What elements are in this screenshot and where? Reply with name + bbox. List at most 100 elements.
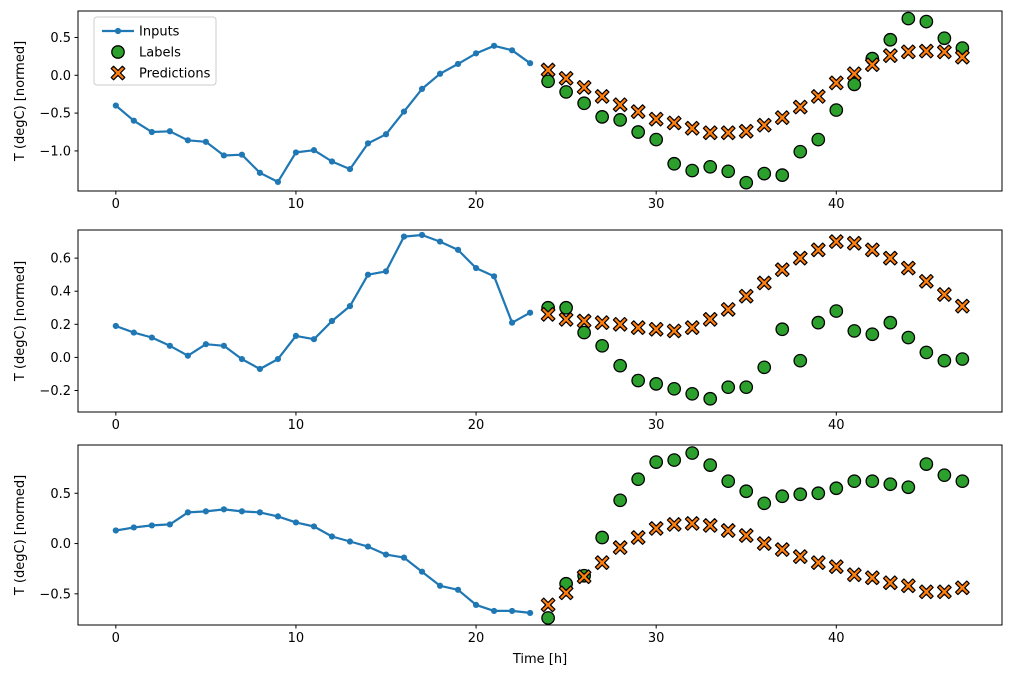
inputs-point-marker (436, 238, 444, 245)
inputs-point-marker (184, 137, 191, 144)
inputs-point-marker (400, 108, 408, 115)
inputs-point-marker (148, 522, 155, 529)
labels-point-marker (667, 156, 682, 171)
labels-point-marker (721, 380, 736, 395)
predictions-point-marker (684, 320, 700, 336)
x-tick-label: 10 (288, 631, 305, 646)
inputs-point-marker (166, 342, 173, 349)
inputs-point-marker (418, 568, 426, 575)
labels-point-marker (703, 159, 718, 174)
predictions-point-marker (612, 97, 628, 113)
labels-point-marker (793, 144, 808, 159)
inputs-point-marker (292, 332, 300, 339)
y-tick-label: 0.5 (50, 31, 71, 46)
inputs-point-marker (454, 246, 462, 253)
inputs-point-marker (202, 508, 209, 515)
predictions-point-marker (846, 235, 862, 251)
predictions-point-marker (648, 111, 664, 127)
y-tick-label: −1.0 (39, 144, 71, 159)
x-tick-label: 40 (828, 631, 845, 646)
predictions-point-marker (936, 287, 952, 302)
predictions-point-marker (558, 70, 574, 86)
inputs-point-marker (328, 533, 336, 540)
labels-point-marker (613, 358, 628, 373)
inputs-point-marker (382, 551, 390, 558)
inputs-point-marker (526, 60, 534, 67)
x-tick-label: 0 (112, 631, 120, 646)
labels-point-marker (559, 300, 573, 315)
inputs-point-marker (382, 131, 390, 138)
inputs-point-marker (148, 128, 155, 136)
inputs-point-marker (454, 60, 462, 68)
predictions-point-marker (954, 49, 970, 65)
inputs-point-marker (166, 128, 173, 135)
predictions-point-marker (648, 321, 664, 337)
y-tick-label: 0.5 (50, 487, 71, 502)
predictions-point-marker (684, 120, 700, 136)
inputs-point-marker (130, 117, 137, 124)
panel-middle: 0 10 20 30 40 0.6 0.4 0.2 0.0 −0.2 T (degC) [norme… (13, 229, 1003, 433)
predictions-point-marker (594, 89, 610, 104)
inputs-point-marker (274, 513, 282, 520)
x-tick-label: 40 (828, 418, 845, 433)
predictions-point-marker (666, 115, 682, 131)
labels-point-marker (919, 457, 934, 471)
labels-point-marker (667, 381, 682, 396)
labels-point-marker (901, 480, 916, 495)
labels-point-marker (955, 352, 970, 366)
labels-point-marker (631, 472, 646, 487)
labels-point-marker (757, 496, 772, 511)
inputs-point-marker (436, 70, 444, 77)
labels-point-marker (937, 468, 952, 483)
inputs-point-marker (112, 527, 119, 534)
x-tick-label: 10 (288, 197, 305, 212)
predictions-point-marker (612, 540, 628, 555)
y-tick-label: −0.5 (39, 107, 71, 122)
inputs-point-marker (292, 149, 300, 156)
predictions-point-marker (918, 43, 934, 59)
predictions-point-marker (630, 530, 646, 545)
labels-point-marker (793, 353, 808, 368)
predictions-point-marker (774, 542, 790, 557)
y-tick-label: 0.0 (50, 69, 71, 84)
labels-point-marker (811, 132, 826, 147)
inputs-point-marker (184, 352, 191, 359)
legend-labels-circle-icon (111, 45, 125, 59)
y-axis-label: T (degC) [normed] (13, 261, 28, 382)
predictions-point-marker (576, 569, 592, 585)
inputs-point-marker (328, 317, 336, 325)
labels-point-marker (937, 353, 952, 368)
predictions-point-marker (828, 234, 844, 249)
inputs-point-marker (400, 233, 408, 240)
labels-point-marker (721, 164, 736, 179)
labels-point-marker (829, 304, 844, 318)
inputs-point-marker (166, 521, 173, 528)
labels-point-marker (865, 327, 880, 342)
labels-point-marker (577, 325, 591, 340)
inputs-point-marker (436, 582, 444, 589)
legend-item-label: Inputs (139, 25, 180, 40)
labels-point-marker (667, 453, 682, 467)
inputs-point-marker (328, 158, 336, 165)
labels-point-marker (685, 446, 700, 460)
labels-point-marker (757, 166, 772, 181)
labels-point-marker (649, 455, 664, 469)
y-axis-label: T (degC) [normed] (13, 41, 28, 162)
labels-point-marker (739, 175, 754, 190)
inputs-point-marker (526, 609, 534, 617)
y-tick-label: −0.5 (39, 587, 71, 602)
inputs-point-marker (112, 102, 119, 109)
y-tick-label: 0.6 (50, 252, 71, 267)
labels-point-marker (613, 493, 628, 508)
predictions-point-marker (882, 48, 898, 64)
inputs-point-marker (256, 509, 264, 516)
x-axis-label: Time [h] (512, 652, 567, 667)
x-tick-label: 30 (648, 631, 665, 646)
inputs-point-marker (472, 50, 480, 57)
inputs-point-marker (454, 586, 462, 593)
inputs-point-marker (364, 140, 372, 147)
predictions-point-marker (846, 66, 862, 82)
axes-frame (77, 10, 1003, 192)
labels-point-marker (595, 110, 609, 124)
